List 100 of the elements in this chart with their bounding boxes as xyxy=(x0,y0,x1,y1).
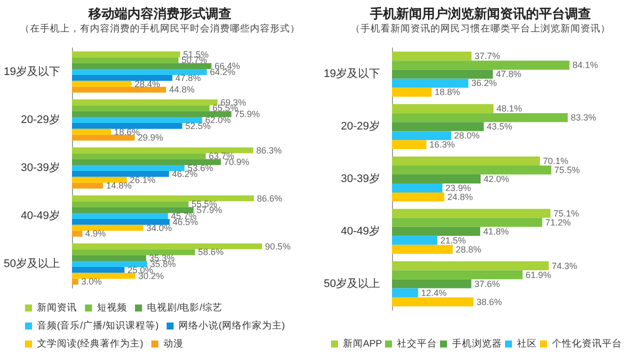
data-label: 24.8% xyxy=(447,192,473,202)
data-label: 29.9% xyxy=(138,132,164,143)
bar xyxy=(72,218,170,225)
data-label: 86.3% xyxy=(256,145,282,156)
bar xyxy=(392,52,472,61)
bar xyxy=(392,270,523,280)
legend-label: 短视频 xyxy=(97,302,127,314)
data-label: 37.6% xyxy=(474,278,500,289)
data-label: 18.8% xyxy=(434,87,460,98)
chart-subtitle: （手机看新闻资讯的网民习惯在哪类平台上浏览新闻资讯） xyxy=(350,22,610,34)
bar xyxy=(72,122,182,129)
legend-label: 社区 xyxy=(517,338,538,350)
chart-title: 移动端内容消费形式调查 xyxy=(88,6,232,21)
bar xyxy=(72,86,166,93)
data-label: 47.8% xyxy=(175,72,201,83)
data-label: 48.1% xyxy=(496,104,522,114)
bar xyxy=(72,105,210,112)
bar xyxy=(72,111,232,118)
bar xyxy=(392,218,542,227)
data-label: 28.4% xyxy=(134,78,160,89)
data-label: 64.2% xyxy=(210,67,236,77)
data-label: 75.5% xyxy=(554,164,580,175)
bar xyxy=(392,156,540,166)
data-label: 84.1% xyxy=(572,60,598,70)
bar xyxy=(72,74,172,81)
bar xyxy=(72,249,196,256)
data-label: 42.0% xyxy=(484,174,510,184)
data-label: 12.4% xyxy=(421,288,447,298)
data-label: 18.6% xyxy=(114,126,140,137)
legend-label: 新闻APP xyxy=(343,338,382,350)
data-label: 14.8% xyxy=(106,180,132,191)
bar xyxy=(392,60,570,70)
bar xyxy=(72,170,170,177)
bar xyxy=(72,201,189,208)
bar xyxy=(392,88,432,97)
bar xyxy=(72,57,178,64)
data-label: 61.9% xyxy=(526,270,552,280)
bar xyxy=(72,272,136,279)
bar xyxy=(72,266,124,273)
bar xyxy=(72,159,221,166)
data-label: 36.2% xyxy=(471,78,497,88)
bar xyxy=(72,80,132,87)
bar xyxy=(72,195,254,202)
data-label: 47.8% xyxy=(496,69,522,80)
chart-subtitle: （在手机上，有内容消费的手机网民平时会消费哪些内容形式） xyxy=(20,22,300,34)
chart-title: 手机新闻用户浏览新闻资讯的平台调查 xyxy=(369,6,591,21)
bar xyxy=(392,244,453,254)
bar xyxy=(392,140,426,150)
bar xyxy=(392,104,494,114)
bar xyxy=(72,147,254,154)
legend-label: 手机浏览器 xyxy=(452,338,502,350)
bar xyxy=(72,182,104,189)
data-label: 28.0% xyxy=(454,130,480,141)
bar xyxy=(72,63,212,70)
data-label: 71.2% xyxy=(545,217,571,228)
y-tick-label: 20-29岁 xyxy=(340,120,380,133)
legend-label: 网络小说(网络作家为主) xyxy=(178,320,285,332)
bar xyxy=(392,174,481,184)
data-label: 38.6% xyxy=(476,296,502,307)
bar xyxy=(392,165,552,174)
bar xyxy=(392,236,438,245)
y-tick-label: 50岁及以上 xyxy=(4,257,60,270)
data-label: 58.6% xyxy=(198,247,224,258)
bar xyxy=(72,134,135,141)
y-tick-label: 40-49岁 xyxy=(20,210,60,222)
bar xyxy=(392,70,493,79)
legend-label: 文学阅读(经典著作为主) xyxy=(37,338,144,350)
legend-label: 社交平台 xyxy=(397,338,438,350)
y-tick-label: 30-39岁 xyxy=(340,173,380,185)
bar xyxy=(392,113,568,122)
bar xyxy=(72,153,206,160)
data-label: 75.1% xyxy=(553,208,579,218)
data-label: 16.3% xyxy=(429,140,455,150)
bar xyxy=(72,255,146,262)
bar xyxy=(392,192,444,202)
bar xyxy=(392,208,550,218)
data-label: 70.1% xyxy=(542,156,568,166)
bar xyxy=(392,288,418,298)
data-label: 57.9% xyxy=(196,205,222,216)
legend-label: 音频(音乐/广播/知识课程等) xyxy=(37,320,159,332)
data-label: 26.1% xyxy=(130,174,156,185)
bar xyxy=(392,78,468,88)
legend-label: 动漫 xyxy=(163,338,184,350)
data-label: 43.5% xyxy=(486,122,512,132)
bar xyxy=(72,128,112,135)
y-tick-label: 19岁及以下 xyxy=(4,65,60,78)
data-label: 28.8% xyxy=(456,244,482,254)
data-label: 37.7% xyxy=(474,51,500,62)
data-label: 86.6% xyxy=(256,193,282,204)
bar xyxy=(72,278,78,285)
data-label: 3.0% xyxy=(81,276,102,287)
legend-label: 新闻资讯 xyxy=(37,302,77,314)
data-label: 41.8% xyxy=(483,226,509,236)
bar xyxy=(72,243,262,250)
data-label: 74.3% xyxy=(552,260,578,271)
y-tick-label: 20-29岁 xyxy=(20,114,60,126)
bar xyxy=(72,165,185,171)
bar xyxy=(392,279,472,288)
bar xyxy=(392,122,484,132)
data-label: 23.9% xyxy=(445,183,471,194)
